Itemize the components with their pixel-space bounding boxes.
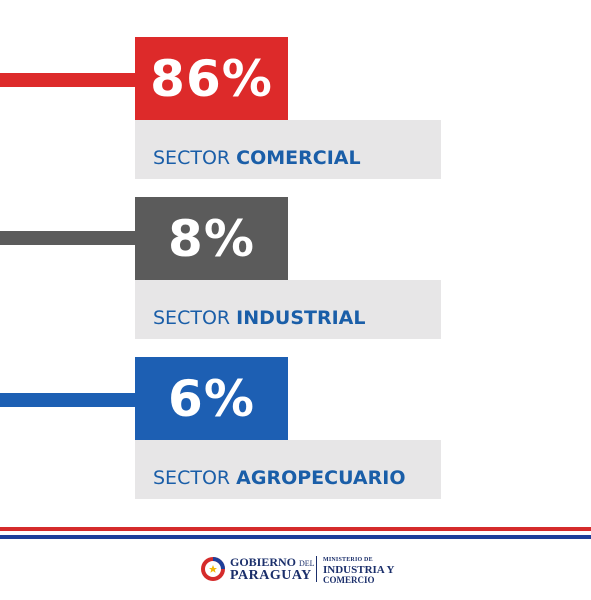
government-name: GOBIERNO DEL PARAGUAY <box>230 555 315 583</box>
sector-prefix: SECTOR <box>153 467 231 489</box>
percentage-value: 86% <box>150 49 273 108</box>
gov-line2: PARAGUAY <box>230 568 312 583</box>
percentage-box: 8% <box>135 197 288 280</box>
percentage-box: 6% <box>135 357 288 440</box>
stat-agropecuario: 6% SECTOR AGROPECUARIO <box>0 357 591 502</box>
connector-line <box>0 73 140 87</box>
sector-name: AGROPECUARIO <box>236 467 406 489</box>
connector-line <box>0 393 140 407</box>
ministry-line2: INDUSTRIA Y <box>323 564 395 576</box>
logo-divider <box>316 556 317 582</box>
government-seal-icon <box>201 557 225 581</box>
percentage-value: 6% <box>168 369 255 428</box>
sector-prefix: SECTOR <box>153 147 231 169</box>
gov-line1-small: DEL <box>299 559 315 568</box>
sector-label: SECTOR AGROPECUARIO <box>153 467 406 489</box>
flag-stripe-white <box>0 531 591 535</box>
label-bar <box>135 280 441 339</box>
flag-stripe-red <box>0 527 591 531</box>
sector-label: SECTOR INDUSTRIAL <box>153 307 365 329</box>
sector-label: SECTOR COMERCIAL <box>153 147 361 169</box>
gov-line1: GOBIERNO <box>230 555 297 569</box>
stat-industrial: 8% SECTOR INDUSTRIAL <box>0 197 591 342</box>
percentage-box: 86% <box>135 37 288 120</box>
ministry-line1: MINISTERIO DE <box>323 557 373 563</box>
sector-name: INDUSTRIAL <box>236 307 366 329</box>
stat-comercial: 86% SECTOR COMERCIAL <box>0 37 591 182</box>
connector-line <box>0 231 140 245</box>
sector-prefix: SECTOR <box>153 307 231 329</box>
percentage-value: 8% <box>168 209 255 268</box>
label-bar <box>135 120 441 179</box>
label-bar <box>135 440 441 499</box>
sector-name: COMERCIAL <box>236 147 361 169</box>
footer-logo: GOBIERNO DEL PARAGUAY MINISTERIO DE INDU… <box>0 550 591 590</box>
flag-stripe-blue <box>0 535 591 539</box>
ministry-line3: COMERCIO <box>323 575 375 585</box>
ministry-name: MINISTERIO DE INDUSTRIA Y COMERCIO <box>323 555 394 585</box>
